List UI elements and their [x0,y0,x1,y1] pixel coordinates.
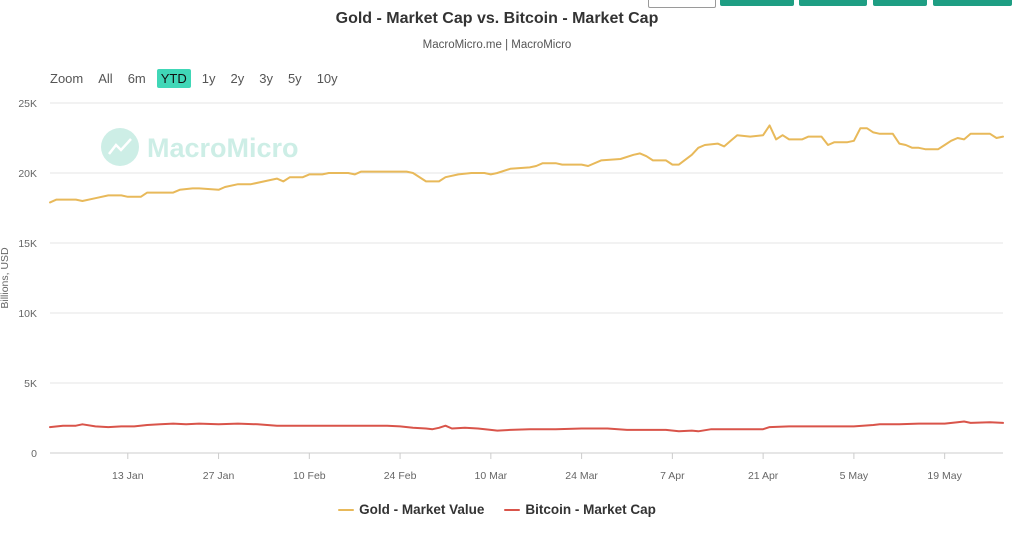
bitcoin-market-cap-line[interactable] [49,420,1004,433]
x-tick-label: 10 Mar [474,470,507,482]
y-tick-label: 10K [18,308,37,320]
toolbar-button-4[interactable] [933,0,1012,6]
legend-label-bitcoin: Bitcoin - Market Cap [525,502,656,517]
range-selector: Zoom All 6m YTD 1y 2y 3y 5y 10y [50,68,349,88]
x-tick-label: 24 Feb [384,470,417,482]
x-tick-label: 21 Apr [748,470,779,482]
legend-swatch-bitcoin [504,508,521,511]
x-tick-label: 19 May [927,470,962,482]
x-tick-label: 7 Apr [660,470,685,482]
legend-item-gold[interactable]: Gold - Market Value [338,502,484,517]
watermark-logo-stroke [108,138,132,155]
x-tick-label: 27 Jan [203,470,235,482]
line-chart: MacroMicro 0 5K 10K 15K 20K 25K Billions, USD… [0,98,1004,482]
range-button-all[interactable]: All [98,70,113,86]
toolbar-button-outline[interactable] [648,0,716,8]
y-tick-label: 15K [18,238,37,250]
toolbar-button-1[interactable] [720,0,794,6]
range-button-10y[interactable]: 10y [316,70,338,86]
y-tick-label: 20K [18,168,37,180]
x-axis: 13 Jan 27 Jan 10 Feb 24 Feb 10 Mar 24 Mar 7 Ap… [112,453,963,482]
toolbar-button-3[interactable] [873,0,927,6]
legend-label-gold: Gold - Market Value [359,502,485,517]
range-button-ytd[interactable]: YTD [156,68,191,88]
x-tick-label: 24 Mar [565,470,598,482]
legend-swatch-gold [338,508,355,511]
zoom-label: Zoom [50,70,84,86]
x-tick-label: 5 May [840,470,869,482]
range-button-1y[interactable]: 1y [201,70,216,86]
y-tick-label: 5K [24,378,37,390]
range-button-6m[interactable]: 6m [127,70,146,86]
grid-lines [50,102,1003,454]
watermark-text: MacroMicro [147,133,299,163]
y-axis-label: Billions, USD [0,247,11,309]
y-tick-label: 0 [31,448,37,460]
gold-market-value-line[interactable] [49,124,1004,204]
macromicro-chart-logo-icon [101,128,139,166]
x-tick-label: 10 Feb [293,470,326,482]
toolbar-button-2[interactable] [799,0,867,6]
chart-title: Gold - Market Cap vs. Bitcoin - Market C… [335,10,659,27]
chart-subtitle: MacroMicro.me | MacroMicro [422,39,572,51]
x-tick-label: 13 Jan [112,470,144,482]
range-button-3y[interactable]: 3y [259,70,273,86]
legend-item-bitcoin[interactable]: Bitcoin - Market Cap [504,502,656,517]
legend: Gold - Market Value Bitcoin - Market Cap [0,502,994,517]
y-tick-label: 25K [18,98,37,110]
y-axis: 0 5K 10K 15K 20K 25K [18,98,37,460]
range-button-2y[interactable]: 2y [230,70,245,86]
range-button-5y[interactable]: 5y [287,70,302,86]
watermark: MacroMicro [101,128,299,166]
series-lines [49,124,1004,433]
